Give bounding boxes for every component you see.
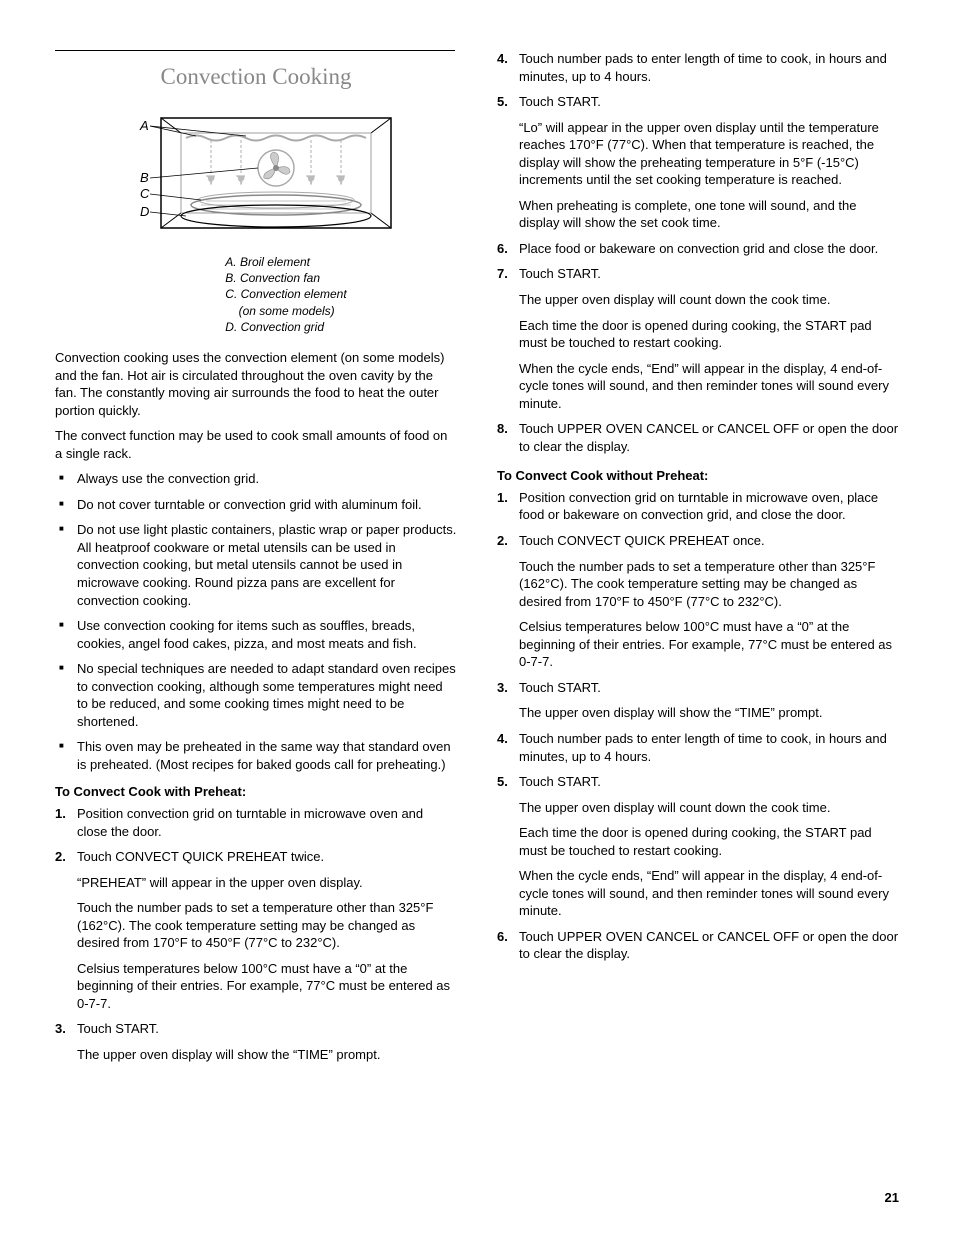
step-text: The upper oven display will count down t… (519, 291, 899, 309)
step-text: When the cycle ends, “End” will appear i… (519, 867, 899, 920)
page-number: 21 (885, 1189, 899, 1207)
step-text: Touch the number pads to set a temperatu… (519, 558, 899, 611)
right-column: Touch number pads to enter length of tim… (497, 50, 899, 1072)
step-text: Position convection grid on turntable in… (77, 805, 457, 840)
step-text: The upper oven display will show the “TI… (77, 1046, 457, 1064)
step-item: Touch number pads to enter length of tim… (497, 730, 899, 765)
step-item: Touch START. “Lo” will appear in the upp… (497, 93, 899, 232)
intro-paragraph: The convect function may be used to cook… (55, 427, 457, 462)
step-text: The upper oven display will show the “TI… (519, 704, 899, 722)
step-item: Touch START. The upper oven display will… (497, 679, 899, 722)
left-column: Convection Cooking (55, 50, 457, 1072)
step-text: Celsius temperatures below 100°C must ha… (519, 618, 899, 671)
legend-line: D. Convection grid (225, 319, 346, 335)
step-text: Each time the door is opened during cook… (519, 824, 899, 859)
step-text: Place food or bakeware on convection gri… (519, 240, 899, 258)
step-text: Each time the door is opened during cook… (519, 317, 899, 352)
step-item: Position convection grid on turntable in… (497, 489, 899, 524)
diagram-label-a: A (139, 118, 149, 133)
step-text: Touch the number pads to set a temperatu… (77, 899, 457, 952)
step-text: “PREHEAT” will appear in the upper oven … (77, 874, 457, 892)
no-preheat-heading: To Convect Cook without Preheat: (497, 467, 899, 485)
title-rule (55, 50, 455, 51)
list-item: Do not cover turntable or convection gri… (55, 496, 457, 514)
step-item: Position convection grid on turntable in… (55, 805, 457, 840)
diagram-label-b: B (140, 170, 149, 185)
step-text: Position convection grid on turntable in… (519, 489, 899, 524)
diagram-label-d: D (140, 204, 149, 219)
step-text: Touch CONVECT QUICK PREHEAT twice. (77, 848, 457, 866)
section-title: Convection Cooking (55, 61, 457, 92)
step-item: Touch CONVECT QUICK PREHEAT twice. “PREH… (55, 848, 457, 1012)
diagram-container: A B C D A. Broil element B. Convection f… (55, 108, 457, 335)
step-text: Touch UPPER OVEN CANCEL or CANCEL OFF or… (519, 420, 899, 455)
legend-line: A. Broil element (225, 254, 346, 270)
step-text: “Lo” will appear in the upper oven displ… (519, 119, 899, 189)
intro-paragraph: Convection cooking uses the convection e… (55, 349, 457, 419)
list-item: No special techniques are needed to adap… (55, 660, 457, 730)
step-item: Touch UPPER OVEN CANCEL or CANCEL OFF or… (497, 420, 899, 455)
preheat-heading: To Convect Cook with Preheat: (55, 783, 457, 801)
step-text: Touch number pads to enter length of tim… (519, 730, 899, 765)
list-item: Do not use light plastic containers, pla… (55, 521, 457, 609)
step-text: Touch START. (519, 773, 899, 791)
preheat-steps-continued: Touch number pads to enter length of tim… (497, 50, 899, 455)
step-text: When the cycle ends, “End” will appear i… (519, 360, 899, 413)
step-item: Touch UPPER OVEN CANCEL or CANCEL OFF or… (497, 928, 899, 963)
step-text: Touch number pads to enter length of tim… (519, 50, 899, 85)
step-text: Touch START. (519, 265, 899, 283)
step-text: Touch START. (519, 93, 899, 111)
no-preheat-steps: Position convection grid on turntable in… (497, 489, 899, 963)
list-item: This oven may be preheated in the same w… (55, 738, 457, 773)
step-item: Place food or bakeware on convection gri… (497, 240, 899, 258)
oven-diagram-icon: A B C D (106, 108, 406, 248)
step-text: The upper oven display will count down t… (519, 799, 899, 817)
step-text: Touch START. (519, 679, 899, 697)
step-item: Touch number pads to enter length of tim… (497, 50, 899, 85)
legend-line: C. Convection element (225, 286, 346, 302)
diagram-legend: A. Broil element B. Convection fan C. Co… (225, 254, 346, 335)
diagram-label-c: C (140, 186, 150, 201)
step-text: Touch START. (77, 1020, 457, 1038)
step-item: Touch CONVECT QUICK PREHEAT once. Touch … (497, 532, 899, 671)
legend-line: (on some models) (225, 303, 346, 319)
step-text: Touch CONVECT QUICK PREHEAT once. (519, 532, 899, 550)
tips-list: Always use the convection grid. Do not c… (55, 470, 457, 773)
step-item: Touch START. The upper oven display will… (497, 265, 899, 412)
step-text: When preheating is complete, one tone wi… (519, 197, 899, 232)
preheat-steps: Position convection grid on turntable in… (55, 805, 457, 1064)
step-item: Touch START. The upper oven display will… (497, 773, 899, 920)
step-text: Celsius temperatures below 100°C must ha… (77, 960, 457, 1013)
list-item: Always use the convection grid. (55, 470, 457, 488)
list-item: Use convection cooking for items such as… (55, 617, 457, 652)
legend-line: B. Convection fan (225, 270, 346, 286)
step-item: Touch START. The upper oven display will… (55, 1020, 457, 1063)
step-text: Touch UPPER OVEN CANCEL or CANCEL OFF or… (519, 928, 899, 963)
